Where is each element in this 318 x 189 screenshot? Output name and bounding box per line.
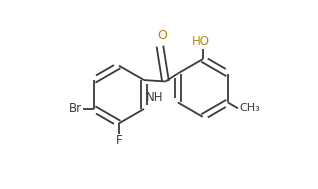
Text: CH₃: CH₃ (239, 103, 260, 113)
Text: HO: HO (192, 35, 210, 48)
Text: F: F (116, 134, 122, 147)
Text: O: O (157, 29, 167, 42)
Text: Br: Br (69, 102, 82, 115)
Text: NH: NH (146, 91, 163, 104)
